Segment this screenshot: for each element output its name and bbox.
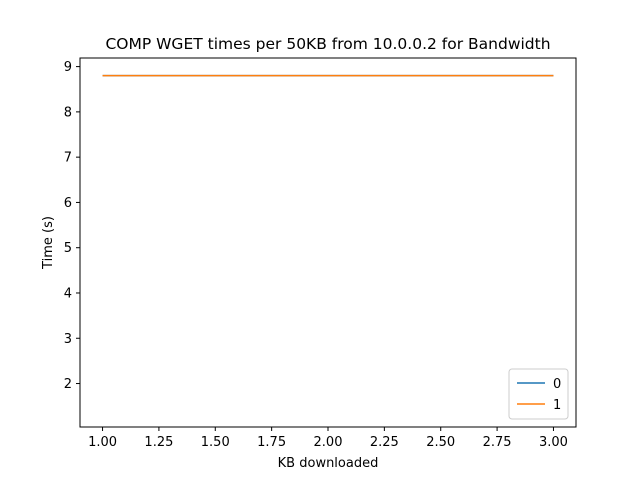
y-tick-label: 9: [64, 60, 72, 75]
x-tick-label: 1.50: [201, 435, 230, 450]
y-tick-label: 5: [64, 241, 72, 256]
y-tick-label: 7: [64, 151, 72, 166]
x-tick-label: 2.75: [483, 435, 512, 450]
x-tick-label: 1.75: [257, 435, 286, 450]
x-tick-label: 2.00: [314, 435, 343, 450]
plot-frame: [79, 57, 577, 428]
chart-title: COMP WGET times per 50KB from 10.0.0.2 f…: [105, 35, 550, 53]
legend-label: 1: [553, 398, 561, 413]
y-tick-label: 8: [64, 105, 72, 120]
x-tick-label: 1.00: [88, 435, 117, 450]
x-tick-label: 2.50: [426, 435, 455, 450]
x-tick-label: 1.25: [144, 435, 173, 450]
x-axis-label: KB downloaded: [278, 456, 379, 471]
x-tick-label: 3.00: [539, 435, 568, 450]
x-axis-ticks: 1.00 1.25 1.50 1.75 2.00 2.25 2.50 2.75 3.00: [88, 427, 568, 450]
y-tick-label: 6: [64, 196, 72, 211]
y-axis-ticks: 2 3 4 5 6 7 8 9: [64, 60, 80, 392]
y-tick-label: 3: [64, 332, 72, 347]
legend-label: 0: [553, 377, 561, 392]
y-axis-label: Time (s): [41, 216, 56, 270]
y-tick-label: 2: [64, 377, 72, 392]
legend: 01: [508, 368, 569, 420]
y-tick-label: 4: [64, 286, 72, 301]
x-tick-label: 2.25: [370, 435, 399, 450]
legend-box: [508, 368, 569, 420]
